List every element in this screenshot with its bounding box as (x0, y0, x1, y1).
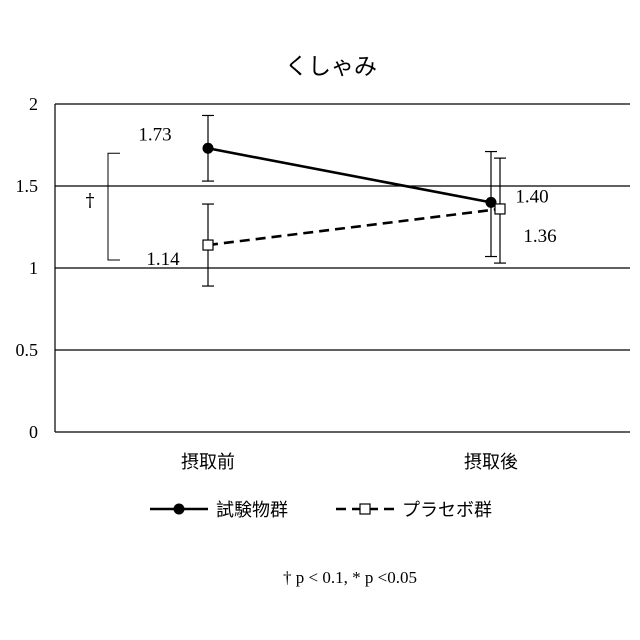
data-labels: 1.73 1.40 1.14 1.36 (138, 124, 556, 270)
y-tick-label: 1.5 (16, 176, 39, 196)
series-line (208, 148, 491, 202)
y-tick-label: 0.5 (16, 340, 39, 360)
data-label: 1.40 (515, 186, 548, 207)
y-tick-label: 0 (29, 422, 38, 442)
legend-item-series-2: プラセボ群 (336, 500, 492, 521)
data-label: 1.14 (146, 249, 180, 270)
x-axis-categories: 摂取前 摂取後 (181, 452, 518, 473)
significance-bracket (108, 153, 120, 260)
x-category-label: 摂取後 (464, 452, 518, 473)
legend-marker (174, 504, 185, 515)
data-point (203, 240, 213, 250)
y-tick-label: 1 (29, 258, 38, 278)
y-axis-ticks: 0 0.5 1 1.5 2 (16, 94, 39, 442)
significance-mark: † (86, 190, 95, 211)
chart-title: くしゃみ (285, 54, 377, 80)
legend-label: 試験物群 (216, 500, 288, 521)
data-label: 1.36 (523, 226, 556, 247)
gridlines (55, 104, 630, 432)
legend-marker (360, 504, 370, 514)
x-category-label: 摂取前 (181, 452, 235, 473)
legend: 試験物群 プラセボ群 (150, 500, 492, 521)
data-point (203, 143, 214, 154)
data-point (495, 204, 505, 214)
footnote: † p < 0.1, * p <0.05 (283, 568, 417, 587)
series-layer (202, 115, 506, 286)
y-tick-label: 2 (29, 94, 38, 114)
series-line (208, 209, 500, 245)
significance-annotation: † (86, 153, 121, 260)
data-label: 1.73 (138, 124, 171, 145)
legend-item-series-1: 試験物群 (150, 500, 288, 521)
legend-label: プラセボ群 (402, 500, 492, 521)
